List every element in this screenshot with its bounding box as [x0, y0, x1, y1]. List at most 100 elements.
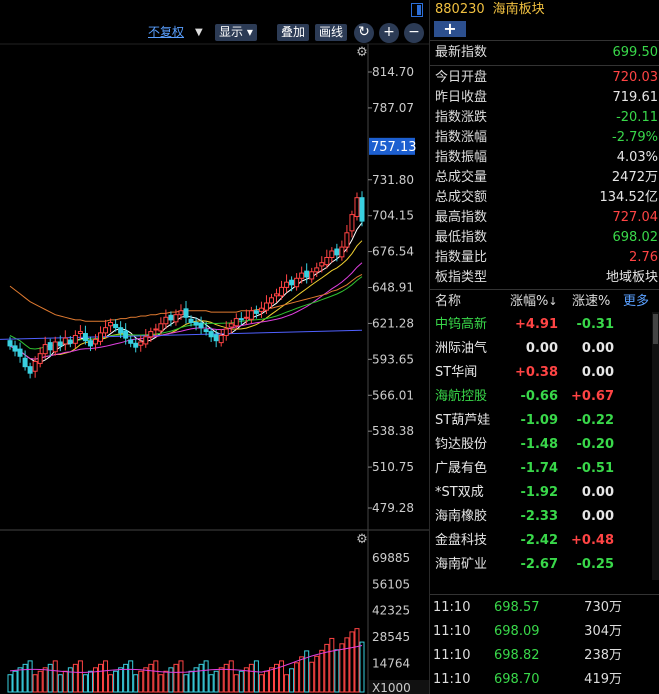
- volume-bar: [334, 649, 340, 693]
- stock-name[interactable]: 洲际油气: [435, 341, 488, 356]
- stock-change: +4.91: [515, 317, 558, 332]
- candle-body: [228, 323, 234, 328]
- stat-value: 698.02: [612, 230, 659, 245]
- candle-body: [294, 277, 300, 288]
- stock-name[interactable]: 海南橡胶: [435, 509, 488, 524]
- stock-row[interactable]: 中钨高新 +4.91 -0.31: [430, 313, 659, 337]
- volume-bar: [72, 663, 78, 693]
- stock-name[interactable]: *ST双成: [435, 485, 484, 500]
- volume-bar: [344, 637, 350, 693]
- stock-change: -2.67: [520, 557, 558, 572]
- list-scrollbar[interactable]: [652, 312, 659, 580]
- candle-body: [77, 331, 83, 335]
- stock-name[interactable]: 广晟有色: [435, 461, 488, 476]
- volume-bar: [208, 674, 214, 693]
- candle-body: [7, 340, 13, 347]
- col-speed-header[interactable]: 涨速%: [572, 294, 611, 309]
- adjust-chevron-down-icon[interactable]: ▼: [195, 27, 203, 38]
- candle-body: [268, 297, 274, 304]
- stat-value: -2.79%: [612, 130, 658, 145]
- volume-bar: [228, 660, 234, 693]
- stock-name[interactable]: ST华闻: [435, 365, 478, 380]
- candle-body: [138, 341, 144, 346]
- candle-body: [243, 316, 249, 319]
- adjust-mode-dropdown[interactable]: 不复权: [148, 25, 185, 39]
- volume-bar: [233, 674, 239, 693]
- stat-row: 最低指数 698.02: [430, 228, 659, 248]
- stock-row[interactable]: 广晟有色 -1.74 -0.51: [430, 457, 659, 481]
- volume-bar: [238, 670, 244, 693]
- stat-row: 今日开盘 720.03: [430, 68, 659, 88]
- zoom-in-icon[interactable]: +: [379, 23, 399, 43]
- col-change-header[interactable]: 涨幅%↓: [510, 294, 558, 309]
- candle-body: [213, 334, 219, 342]
- stat-row: 昨日收盘 719.61: [430, 88, 659, 108]
- ma20-line: [9, 262, 363, 360]
- zoom-out-icon[interactable]: −: [404, 23, 424, 43]
- volume-settings-gear-icon[interactable]: ⚙: [356, 532, 368, 547]
- volume-bar: [37, 670, 43, 693]
- volume-bar: [77, 660, 83, 693]
- current-price-tag-box: [369, 137, 415, 155]
- overlay-button[interactable]: 叠加: [277, 24, 310, 41]
- refresh-icon[interactable]: ↻: [354, 23, 374, 43]
- stock-name[interactable]: ST葫芦娃: [435, 413, 491, 428]
- volume-bar: [258, 674, 264, 693]
- panel-toggle-icon[interactable]: [411, 3, 423, 17]
- candle-body: [188, 318, 194, 323]
- stock-change: +0.38: [515, 365, 558, 380]
- main-chart-settings-gear-icon[interactable]: ⚙: [356, 45, 368, 60]
- stock-row[interactable]: 海南橡胶 -2.33 0.00: [430, 505, 659, 529]
- candle-body: [334, 248, 340, 256]
- stat-row: 指数振幅 4.03%: [430, 148, 659, 168]
- candle-body: [173, 314, 179, 323]
- stock-row[interactable]: ST华闻 +0.38 0.00: [430, 361, 659, 385]
- stock-change: 0.00: [525, 341, 558, 356]
- candle-body: [349, 214, 355, 232]
- candle-body: [359, 197, 365, 222]
- stat-value: 720.03: [612, 70, 659, 85]
- stock-row[interactable]: 海航控股 -0.66 +0.67: [430, 385, 659, 409]
- stock-row[interactable]: *ST双成 -1.92 0.00: [430, 481, 659, 505]
- volume-bar: [7, 674, 13, 693]
- stat-label: 最低指数: [435, 230, 488, 245]
- stock-speed: +0.67: [571, 389, 614, 404]
- more-link[interactable]: 更多: [623, 294, 650, 309]
- candle-body: [32, 360, 38, 372]
- add-watchlist-button[interactable]: +: [434, 21, 466, 37]
- candle-body: [143, 336, 149, 345]
- kline-chart-area[interactable]: 不复权 ▼ 显示 ▾ 叠加 画线 ↻ + − ⚙ ⚙ 814.70 787.07 7…: [0, 0, 429, 694]
- stock-name[interactable]: 金盘科技: [435, 533, 488, 548]
- stock-row[interactable]: ST葫芦娃 -1.09 -0.22: [430, 409, 659, 433]
- stock-name[interactable]: 海南矿业: [435, 557, 488, 572]
- volume-bar: [47, 663, 53, 693]
- stat-label: 板指类型: [435, 270, 488, 285]
- tick-price: 698.09: [494, 624, 540, 639]
- volume-bar: [113, 670, 119, 693]
- stock-row[interactable]: 海南矿业 -2.67 -0.25: [430, 553, 659, 577]
- stock-row[interactable]: 钧达股份 -1.48 -0.20: [430, 433, 659, 457]
- stat-value: 719.61: [612, 90, 659, 105]
- stock-name[interactable]: 海航控股: [435, 389, 488, 404]
- volume-bar: [118, 667, 124, 693]
- candle-body: [319, 262, 325, 267]
- volume-axis-label: 42325: [372, 604, 410, 618]
- stock-name[interactable]: 钧达股份: [435, 437, 488, 452]
- stock-row[interactable]: 洲际油气 0.00 0.00: [430, 337, 659, 361]
- volume-bar: [103, 660, 109, 693]
- candle-body: [22, 357, 28, 368]
- index-code: 880230: [435, 2, 485, 17]
- draw-line-button[interactable]: 画线: [315, 24, 348, 41]
- stock-row[interactable]: 金盘科技 -2.42 +0.48: [430, 529, 659, 553]
- volume-bar: [22, 663, 28, 693]
- display-menu-button[interactable]: 显示 ▾: [215, 24, 257, 41]
- stock-name[interactable]: 中钨高新: [435, 317, 488, 332]
- candlestick-chart: 814.70 787.07 757.13 731.80 704.15 676.54 648.…: [0, 43, 429, 694]
- volume-bar: [163, 670, 169, 693]
- col-name-header[interactable]: 名称: [435, 294, 462, 309]
- volume-bar: [248, 663, 254, 693]
- volume-bar: [62, 670, 68, 693]
- index-name: 海南板块: [492, 2, 545, 17]
- stat-label: 今日开盘: [435, 70, 488, 85]
- latest-index-label: 最新指数: [435, 45, 488, 60]
